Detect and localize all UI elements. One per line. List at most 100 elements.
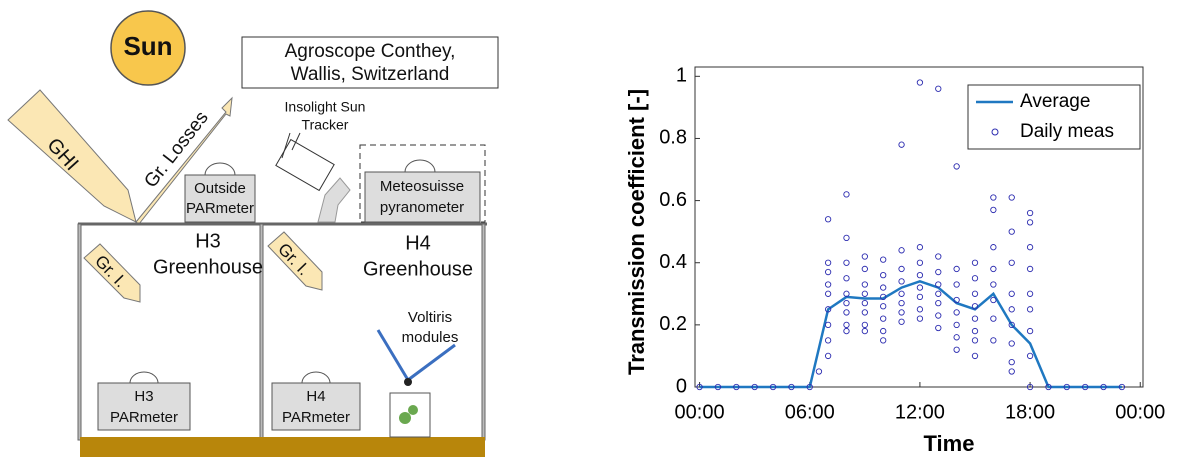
data-point bbox=[1027, 210, 1032, 215]
data-point bbox=[880, 272, 885, 277]
data-point bbox=[917, 272, 922, 277]
data-point bbox=[954, 266, 959, 271]
data-point bbox=[917, 316, 922, 321]
data-point bbox=[936, 254, 941, 259]
data-point bbox=[825, 291, 830, 296]
plant bbox=[408, 405, 418, 415]
module-hub bbox=[404, 378, 412, 386]
data-point bbox=[1009, 359, 1014, 364]
data-point bbox=[844, 322, 849, 327]
sensor-dome bbox=[205, 163, 235, 175]
legend-label: Average bbox=[1020, 91, 1090, 112]
data-point bbox=[862, 300, 867, 305]
x-tick-label: 06:00 bbox=[785, 401, 835, 423]
data-point bbox=[991, 282, 996, 287]
h3-label: Greenhouse bbox=[153, 256, 263, 278]
h4-par-label: H4 bbox=[306, 388, 325, 405]
y-tick-label: 0.2 bbox=[659, 313, 687, 335]
data-point bbox=[899, 248, 904, 253]
data-point bbox=[825, 282, 830, 287]
data-point bbox=[936, 300, 941, 305]
data-point bbox=[880, 338, 885, 343]
data-point bbox=[825, 322, 830, 327]
data-point bbox=[936, 325, 941, 330]
tracker-label: Tracker bbox=[302, 117, 349, 133]
tracker-label: Insolight Sun bbox=[285, 99, 366, 115]
data-point bbox=[825, 217, 830, 222]
legend-label: Daily meas bbox=[1020, 121, 1114, 142]
data-point bbox=[936, 86, 941, 91]
average-line bbox=[700, 281, 1122, 387]
data-point bbox=[862, 266, 867, 271]
data-point bbox=[972, 276, 977, 281]
sensor-dome bbox=[302, 372, 330, 383]
data-point bbox=[954, 335, 959, 340]
data-point bbox=[972, 353, 977, 358]
data-point bbox=[880, 304, 885, 309]
data-point bbox=[954, 322, 959, 327]
x-tick-label: 00:00 bbox=[1115, 401, 1165, 423]
data-point bbox=[1009, 195, 1014, 200]
pointer bbox=[282, 133, 290, 158]
data-point bbox=[862, 291, 867, 296]
data-point bbox=[991, 244, 996, 249]
h3-par-label: H3 bbox=[134, 388, 153, 405]
y-tick-label: 0.8 bbox=[659, 127, 687, 149]
data-point bbox=[880, 285, 885, 290]
diagram: Sun Agroscope Conthey, Wallis, Switzerla… bbox=[8, 11, 498, 457]
y-tick-label: 0 bbox=[676, 375, 687, 397]
data-point bbox=[972, 291, 977, 296]
data-point bbox=[936, 291, 941, 296]
data-point bbox=[1027, 307, 1032, 312]
data-point bbox=[844, 192, 849, 197]
wall bbox=[78, 224, 81, 440]
page: Sun Agroscope Conthey, Wallis, Switzerla… bbox=[0, 0, 1179, 465]
data-point bbox=[862, 322, 867, 327]
data-point bbox=[862, 328, 867, 333]
voltiris-label: modules bbox=[402, 329, 459, 346]
location-line: Agroscope Conthey, bbox=[285, 41, 456, 62]
data-point bbox=[936, 313, 941, 318]
data-point bbox=[1009, 229, 1014, 234]
data-point bbox=[899, 319, 904, 324]
data-point bbox=[972, 260, 977, 265]
data-point bbox=[991, 316, 996, 321]
outside-label: PARmeter bbox=[186, 200, 254, 217]
data-point bbox=[954, 310, 959, 315]
voltiris-label: Voltiris bbox=[408, 309, 452, 326]
data-point bbox=[954, 282, 959, 287]
wall bbox=[482, 224, 485, 440]
data-point bbox=[1009, 291, 1014, 296]
data-point bbox=[844, 235, 849, 240]
y-axis-label: Transmission coefficient [-] bbox=[624, 89, 649, 375]
y-tick-label: 0.6 bbox=[659, 189, 687, 211]
h3-par-label: PARmeter bbox=[110, 409, 178, 426]
data-point bbox=[1009, 260, 1014, 265]
data-point bbox=[862, 254, 867, 259]
data-point bbox=[825, 353, 830, 358]
data-point bbox=[1027, 291, 1032, 296]
y-tick-label: 1 bbox=[676, 65, 687, 87]
sun-label: Sun bbox=[123, 31, 172, 61]
ground bbox=[80, 437, 485, 457]
chart: Time Transmission coefficient [-] 00.20.… bbox=[624, 65, 1165, 456]
figure: Sun Agroscope Conthey, Wallis, Switzerla… bbox=[0, 0, 1179, 460]
data-point bbox=[972, 328, 977, 333]
data-point bbox=[825, 338, 830, 343]
data-point bbox=[1027, 328, 1032, 333]
data-point bbox=[880, 257, 885, 262]
h4-par-label: PARmeter bbox=[282, 409, 350, 426]
location-line: Wallis, Switzerland bbox=[291, 64, 450, 85]
data-point bbox=[880, 328, 885, 333]
data-point bbox=[917, 80, 922, 85]
data-point bbox=[844, 310, 849, 315]
data-point bbox=[899, 300, 904, 305]
data-point bbox=[917, 294, 922, 299]
data-point bbox=[972, 338, 977, 343]
data-point bbox=[917, 285, 922, 290]
data-point bbox=[972, 316, 977, 321]
data-point bbox=[1009, 307, 1014, 312]
h4-label: Greenhouse bbox=[363, 258, 473, 280]
data-point bbox=[880, 316, 885, 321]
x-tick-label: 12:00 bbox=[895, 401, 945, 423]
